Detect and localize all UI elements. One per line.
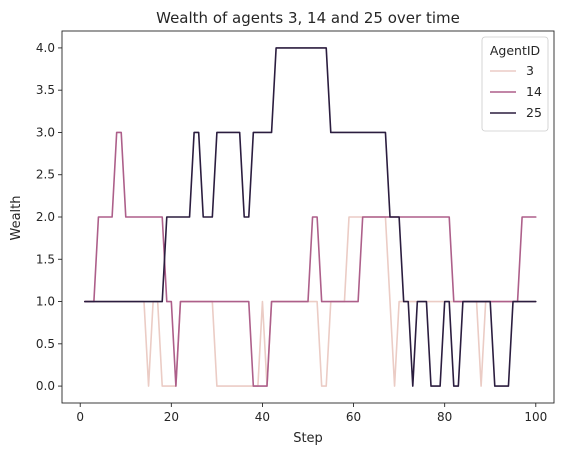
x-tick-label: 80 xyxy=(437,410,452,424)
y-tick-label: 1.5 xyxy=(36,252,55,266)
x-axis: 0 20 40 60 80 100 xyxy=(76,403,547,424)
y-tick-label: 3.0 xyxy=(36,125,55,139)
legend-label-3: 3 xyxy=(526,63,534,78)
x-tick-label: 20 xyxy=(164,410,179,424)
y-tick-label: 1.0 xyxy=(36,295,55,309)
x-axis-label: Step xyxy=(293,431,323,446)
y-tick-label: 4.0 xyxy=(36,41,55,55)
x-tick-label: 0 xyxy=(76,410,84,424)
x-tick-label: 40 xyxy=(255,410,270,424)
legend-title: AgentID xyxy=(490,43,540,58)
x-tick-label: 100 xyxy=(524,410,547,424)
series-line-14 xyxy=(83,131,537,387)
series-lines xyxy=(83,47,537,387)
y-tick-label: 0.5 xyxy=(36,337,55,351)
legend-label-25: 25 xyxy=(526,105,542,120)
legend-items: 3 14 25 xyxy=(490,63,542,120)
y-axis-label: Wealth xyxy=(9,195,24,240)
chart-title: Wealth of agents 3, 14 and 25 over time xyxy=(156,9,460,27)
y-tick-label: 3.5 xyxy=(36,83,55,97)
legend-box xyxy=(481,36,549,132)
y-tick-label: 0.0 xyxy=(36,379,55,393)
x-tick-label: 60 xyxy=(346,410,361,424)
y-axis: 0.0 0.5 1.0 1.5 2.0 2.5 3.0 3.5 4.0 xyxy=(36,41,62,393)
y-tick-label: 2.5 xyxy=(36,168,55,182)
y-tick-label: 2.0 xyxy=(36,210,55,224)
series-line-25 xyxy=(83,47,537,387)
legend-label-14: 14 xyxy=(526,84,542,99)
legend: AgentID 3 14 25 xyxy=(481,36,549,132)
